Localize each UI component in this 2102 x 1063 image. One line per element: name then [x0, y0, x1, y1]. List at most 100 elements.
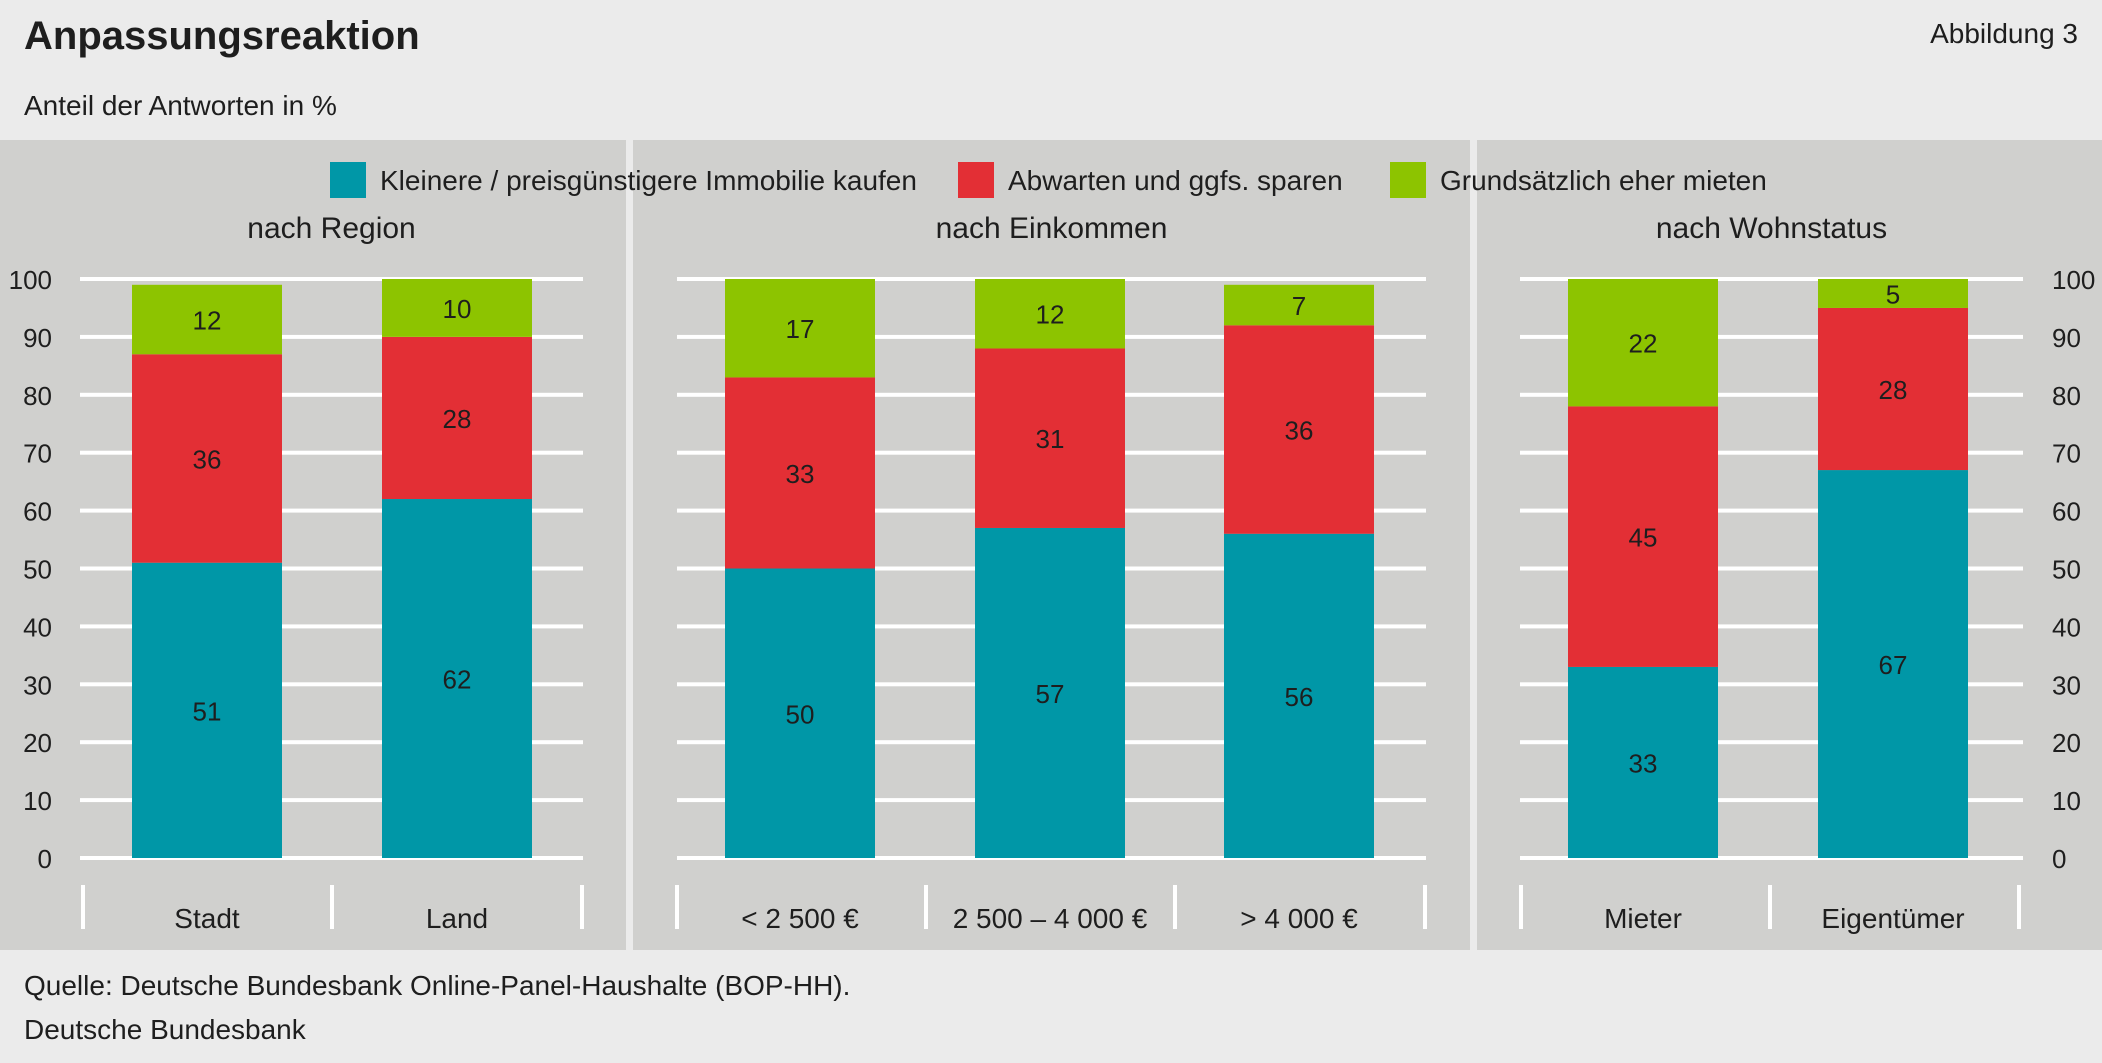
- category-separator: [675, 885, 679, 929]
- y-tick-label: 90: [23, 323, 52, 353]
- bar-segment: [1568, 406, 1718, 667]
- bar-segment: [975, 348, 1125, 528]
- bar-segment: [725, 377, 875, 569]
- plot-panel-1: [0, 140, 626, 950]
- gridline: [80, 450, 583, 455]
- y-tick-label: 80: [2052, 381, 2081, 411]
- gridline: [80, 740, 583, 745]
- panel-title-1: nach Region: [247, 212, 415, 245]
- gridline: [80, 566, 583, 571]
- bar-segment: [382, 336, 532, 500]
- category-label: > 4 000 €: [1240, 903, 1358, 934]
- bar-segment: [1224, 533, 1374, 858]
- category-separator: [1173, 885, 1177, 929]
- category-label: Stadt: [174, 903, 240, 934]
- data-label: 33: [1629, 748, 1658, 778]
- data-label: 36: [1285, 416, 1314, 446]
- bar-segment: [975, 527, 1125, 858]
- bar-segment: [1818, 470, 1968, 858]
- source-note: Quelle: Deutsche Bundesbank Online-Panel…: [24, 970, 851, 1001]
- gridline: [1520, 682, 2023, 687]
- gridline: [1520, 624, 2023, 629]
- bar-segment: [132, 562, 282, 858]
- bar-segment: [132, 354, 282, 563]
- gridline: [1520, 856, 2023, 860]
- y-tick-label: 20: [23, 728, 52, 758]
- gridline: [1520, 450, 2023, 455]
- bar-segment: [382, 279, 532, 337]
- y-tick-label: 40: [23, 612, 52, 642]
- data-label: 51: [193, 696, 222, 726]
- gridline: [1520, 392, 2023, 397]
- data-label: 5: [1886, 279, 1900, 309]
- data-label: 62: [443, 665, 472, 695]
- data-label: 17: [786, 314, 815, 344]
- legend-swatch-3: [1390, 162, 1426, 198]
- category-separator: [81, 885, 85, 929]
- y-tick-label: 0: [2052, 844, 2066, 874]
- data-label: 22: [1629, 329, 1658, 359]
- category-label: Land: [426, 903, 488, 934]
- gridline: [1520, 740, 2023, 745]
- gridline: [80, 508, 583, 513]
- legend-label-1: Kleinere / preisgünstigere Immobilie kau…: [380, 165, 917, 196]
- category-separator: [1423, 885, 1427, 929]
- y-tick-label: 100: [2052, 265, 2095, 295]
- gridline: [80, 682, 583, 687]
- gridline: [80, 798, 583, 803]
- bar-segment: [132, 284, 282, 355]
- category-label: < 2 500 €: [741, 903, 859, 934]
- gridline: [80, 334, 583, 339]
- bar-segment: [1568, 666, 1718, 858]
- category-label: Eigentümer: [1821, 903, 1964, 934]
- category-separator: [924, 885, 928, 929]
- y-tick-label: 90: [2052, 323, 2081, 353]
- category-label: 2 500 – 4 000 €: [953, 903, 1148, 934]
- data-label: 12: [1036, 300, 1065, 330]
- bar-segment: [725, 279, 875, 378]
- bar-segment: [725, 568, 875, 858]
- data-label: 67: [1879, 650, 1908, 680]
- y-tick-label: 70: [23, 439, 52, 469]
- bar-segment: [1818, 307, 1968, 471]
- category-separator: [2017, 885, 2021, 929]
- gridline: [1520, 508, 2023, 513]
- y-tick-label: 30: [23, 670, 52, 700]
- gridline: [80, 392, 583, 397]
- bar-segment: [382, 499, 532, 858]
- y-tick-label: 40: [2052, 612, 2081, 642]
- legend-label-2: Abwarten und ggfs. sparen: [1008, 165, 1343, 196]
- figure-title: Anpassungsreaktion: [24, 14, 420, 58]
- legend-swatch-1: [330, 162, 366, 198]
- legend-swatch-2: [958, 162, 994, 198]
- data-label: 28: [1879, 375, 1908, 405]
- data-label: 10: [443, 294, 472, 324]
- gridline: [80, 856, 583, 860]
- publisher-note: Deutsche Bundesbank: [24, 1014, 306, 1045]
- gridline: [1520, 798, 2023, 803]
- legend-label-3: Grundsätzlich eher mieten: [1440, 165, 1767, 196]
- panel-title-2: nach Einkommen: [936, 212, 1168, 245]
- data-label: 45: [1629, 523, 1658, 553]
- y-tick-label: 0: [38, 844, 52, 874]
- y-tick-label: 30: [2052, 670, 2081, 700]
- bar-segment: [1224, 284, 1374, 326]
- y-tick-label: 60: [2052, 497, 2081, 527]
- gridline: [80, 277, 583, 281]
- panel-title-3: nach Wohnstatus: [1656, 212, 1887, 245]
- bar-segment: [1224, 325, 1374, 534]
- data-label: 12: [193, 306, 222, 336]
- y-tick-label: 100: [9, 265, 52, 295]
- data-label: 31: [1036, 424, 1065, 454]
- y-tick-label: 50: [23, 555, 52, 585]
- data-label: 33: [786, 459, 815, 489]
- y-tick-label: 20: [2052, 728, 2081, 758]
- data-label: 36: [193, 444, 222, 474]
- category-separator: [580, 885, 584, 929]
- data-label: 56: [1285, 682, 1314, 712]
- y-tick-label: 60: [23, 497, 52, 527]
- y-tick-label: 70: [2052, 439, 2081, 469]
- y-tick-label: 50: [2052, 555, 2081, 585]
- category-separator: [1768, 885, 1772, 929]
